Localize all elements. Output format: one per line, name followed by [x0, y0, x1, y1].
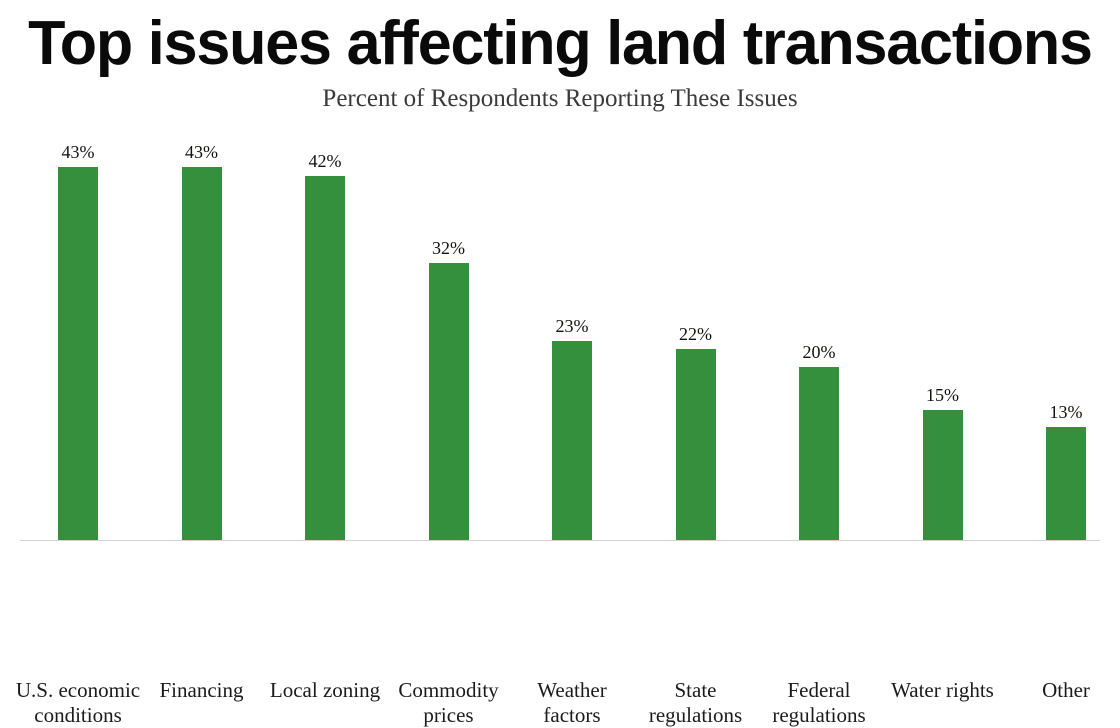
bar-value-label: 13%	[1049, 402, 1083, 423]
bar-slot: 22% State regulations	[634, 130, 758, 727]
x-axis-category-label: Weather factors	[502, 678, 642, 728]
category-label-line2: regulations	[772, 703, 866, 727]
x-axis-category-label: Water rights	[873, 678, 1013, 703]
chart-header: Top issues affecting land transactions P…	[0, 0, 1120, 114]
bar[interactable]	[799, 366, 839, 540]
category-label-line2: prices	[423, 703, 474, 727]
category-label-line2: factors	[543, 703, 601, 727]
bar-value-label: 43%	[185, 142, 218, 163]
plot-area: 43% U.S. economic conditions 43% Financing 42…	[16, 130, 1120, 727]
bar-slot: 15% Water rights	[881, 130, 1005, 702]
bar-slot: 20% Federal regulations	[757, 130, 881, 727]
category-label-line2: regulations	[648, 703, 743, 727]
bar-value-label: 15%	[926, 384, 959, 405]
category-label-line1: State	[674, 678, 717, 702]
bar-slot: 42% Local zoning	[263, 130, 387, 702]
category-label-line1: Commodity	[398, 678, 499, 702]
bar[interactable]	[428, 262, 469, 540]
bar-value-label: 22%	[679, 324, 712, 345]
bar-value-label: 32%	[432, 237, 465, 258]
x-axis-category-label: Commodity prices	[379, 678, 519, 728]
x-axis-category-label: Federal regulations	[749, 678, 889, 728]
bar-value-label: 20%	[802, 341, 836, 362]
category-label-line1: Federal	[787, 678, 851, 702]
bar-slot: 23% Weather factors	[510, 130, 634, 727]
x-axis-category-label: U.S. economic conditions	[8, 678, 148, 728]
category-label-line2: conditions	[34, 703, 122, 727]
x-axis-category-label: Local zoning	[255, 678, 395, 703]
x-axis-category-label: Financing	[132, 678, 272, 703]
category-label-line1: Other	[1042, 678, 1090, 702]
category-label-line1: Water rights	[891, 678, 994, 702]
bar-value-label: 42%	[308, 150, 342, 171]
chart-subtitle: Percent of Respondents Reporting These I…	[322, 85, 798, 112]
bar-slot: 43% Financing	[140, 130, 264, 702]
bar[interactable]	[58, 167, 98, 540]
bar[interactable]	[922, 409, 963, 540]
x-axis-line	[20, 540, 1100, 541]
bar[interactable]	[552, 340, 592, 540]
bar[interactable]	[1046, 427, 1086, 540]
bar-value-label: 23%	[555, 315, 589, 336]
x-axis-category-label: State regulations	[626, 678, 766, 728]
category-label-line1: Weather	[537, 678, 607, 702]
category-label-line1: U.S. economic	[15, 678, 141, 702]
bar[interactable]	[675, 349, 716, 540]
bar[interactable]	[181, 167, 222, 540]
x-axis-category-label: Other	[996, 678, 1120, 703]
bar[interactable]	[305, 175, 345, 540]
bar-slot: 13% Other	[1004, 130, 1120, 702]
bar-slot: 32% Commodity prices	[387, 130, 511, 727]
category-label-line1: Local zoning	[269, 678, 381, 702]
category-label-line1: Financing	[159, 678, 244, 702]
page-title: Top issues affecting land transactions	[28, 9, 1093, 78]
bar-slot: 43% U.S. economic conditions	[16, 130, 140, 727]
bar-value-label: 43%	[61, 142, 95, 163]
